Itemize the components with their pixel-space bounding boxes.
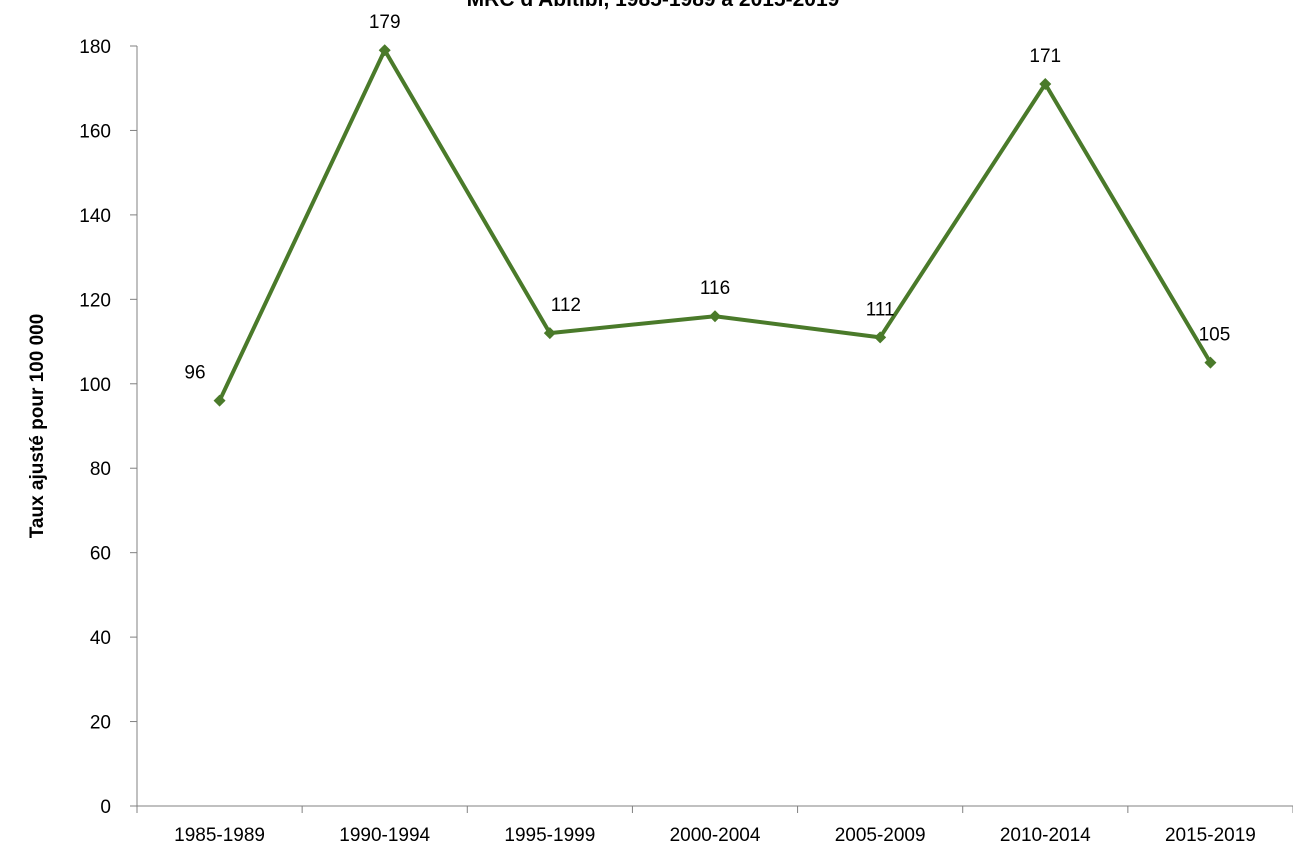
x-tick-label: 2010-2014 — [1000, 825, 1091, 846]
chart-title: MRC d'Abitibi, 1985-1989 à 2015-2019 — [467, 0, 840, 11]
y-tick-label: 40 — [90, 628, 111, 649]
y-tick-label: 120 — [79, 290, 111, 311]
x-tick-label: 2015-2019 — [1165, 825, 1256, 846]
data-label: 171 — [1029, 46, 1061, 67]
x-tick-label: 1990-1994 — [339, 825, 430, 846]
data-label: 179 — [369, 12, 401, 33]
x-ticks: 1985-1989 1990-1994 1995-1999 2000-2004 2005… — [136, 806, 1293, 846]
data-label: 111 — [866, 299, 895, 320]
data-label: 116 — [700, 278, 730, 299]
series-line — [217, 48, 1213, 403]
y-axis-title: Taux ajusté pour 100 000 — [27, 314, 48, 539]
x-tick-label: 2000-2004 — [670, 825, 761, 846]
y-tick-label: 180 — [79, 37, 111, 58]
y-tick-label: 160 — [79, 121, 111, 142]
data-label: 105 — [1199, 325, 1231, 346]
y-tick-label: 140 — [79, 206, 111, 227]
data-point-marker — [213, 394, 226, 407]
y-tick-label: 80 — [90, 459, 111, 480]
data-point-marker — [874, 331, 887, 344]
data-point-marker — [1039, 78, 1052, 90]
x-tick-label: 2005-2009 — [835, 825, 926, 846]
data-label: 112 — [551, 295, 581, 316]
y-tick-label: 100 — [79, 375, 111, 396]
data-point-marker — [378, 44, 391, 57]
data-point-marker — [543, 327, 556, 340]
x-tick-label: 1985-1989 — [174, 825, 265, 846]
y-tick-label: 60 — [90, 544, 111, 565]
x-tick-label: 1995-1999 — [504, 825, 595, 846]
data-point-marker — [709, 310, 721, 323]
y-tick-label: 20 — [90, 713, 111, 734]
series-group: 96 179 112 116 111 171 105 — [184, 12, 1231, 407]
data-point-marker — [1204, 356, 1217, 369]
data-label: 96 — [184, 363, 205, 384]
y-ticks: 0 20 40 60 80 100 120 140 160 180 — [79, 37, 137, 818]
y-tick-label: 0 — [100, 797, 111, 818]
